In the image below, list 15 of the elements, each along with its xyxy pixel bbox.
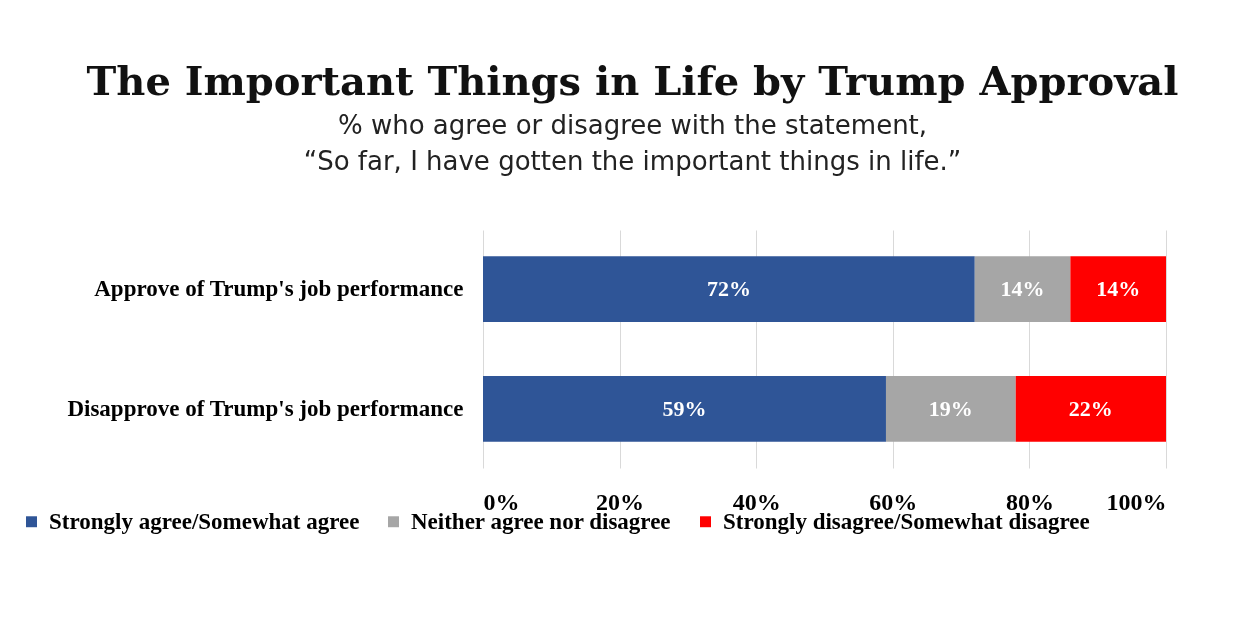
x-tick-label: 40% (732, 488, 781, 515)
data-label: 14% (1096, 276, 1141, 302)
x-tick-label: 60% (869, 488, 918, 515)
y-tick-label: Disapprove of Trump's job performance (67, 395, 464, 421)
data-label: 59% (662, 395, 707, 421)
x-tick-label: 0% (483, 488, 520, 515)
data-label: 19% (928, 395, 973, 421)
x-tick-label: 100% (1106, 488, 1167, 515)
y-tick-label: Approve of Trump's job performance (94, 276, 464, 302)
data-label: 72% (706, 276, 751, 302)
data-label: 14% (1000, 276, 1045, 302)
chart-subtitle: % who agree or disagree with the statement, “So far, I have gotten the important things in life.” (303, 110, 962, 176)
data-label: 22% (1068, 395, 1113, 421)
chart-title: The Important Things in Life by Trump Approval (86, 57, 1179, 104)
legend-label: Strongly agree/Somewhat agree (49, 508, 360, 534)
